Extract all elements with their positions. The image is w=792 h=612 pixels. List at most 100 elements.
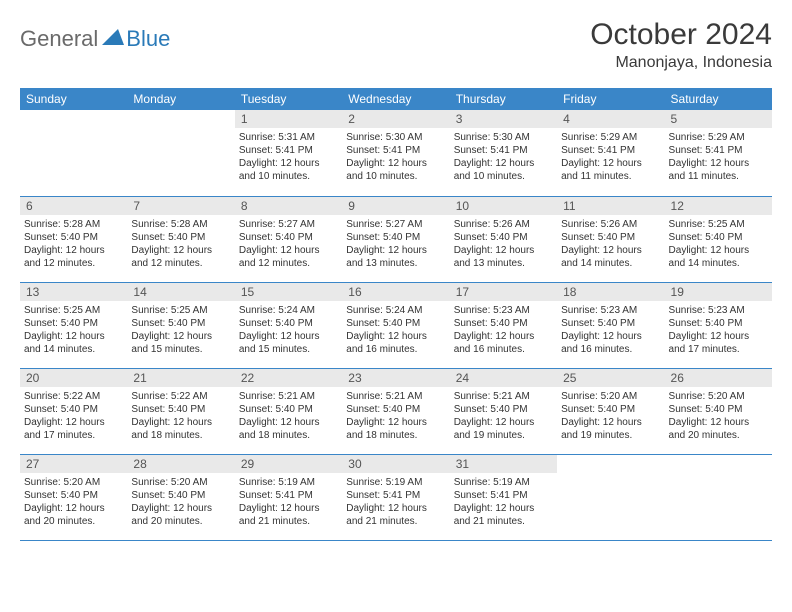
calendar-day-cell: 27Sunrise: 5:20 AMSunset: 5:40 PMDayligh… [20, 454, 127, 540]
sunrise-line: Sunrise: 5:29 AM [669, 131, 768, 144]
day-info: Sunrise: 5:19 AMSunset: 5:41 PMDaylight:… [342, 473, 449, 532]
sunset-line: Sunset: 5:40 PM [561, 403, 660, 416]
sunset-line: Sunset: 5:40 PM [131, 403, 230, 416]
logo-triangle-icon [102, 29, 124, 50]
calendar-day-cell: 25Sunrise: 5:20 AMSunset: 5:40 PMDayligh… [557, 368, 664, 454]
weekday-header-row: SundayMondayTuesdayWednesdayThursdayFrid… [20, 88, 772, 110]
day-number: 3 [450, 110, 557, 128]
day-info: Sunrise: 5:29 AMSunset: 5:41 PMDaylight:… [557, 128, 664, 187]
sunset-line: Sunset: 5:40 PM [561, 317, 660, 330]
calendar-day-cell: 24Sunrise: 5:21 AMSunset: 5:40 PMDayligh… [450, 368, 557, 454]
day-info: Sunrise: 5:21 AMSunset: 5:40 PMDaylight:… [342, 387, 449, 446]
calendar-day-cell: 29Sunrise: 5:19 AMSunset: 5:41 PMDayligh… [235, 454, 342, 540]
day-number: 11 [557, 197, 664, 215]
calendar-day-cell: 20 Sunrise: 5:22 AMSunset: 5:40 PMDayligh… [20, 368, 127, 454]
day-number: 5 [665, 110, 772, 128]
day-info: Sunrise: 5:29 AMSunset: 5:41 PMDaylight:… [665, 128, 772, 187]
calendar-day-cell: 28 Sunrise: 5:20 AMSunset: 5:40 PMDayligh… [127, 454, 234, 540]
sunrise-line: Sunrise: 5:28 AM [24, 218, 123, 231]
daylight-line: Daylight: 12 hours and 20 minutes. [24, 502, 123, 528]
day-info: Sunrise: 5:28 AMSunset: 5:40 PMDaylight:… [127, 215, 234, 274]
sunrise-line: Sunrise: 5:22 AM [24, 390, 123, 403]
day-number: 12 [665, 197, 772, 215]
logo: General Blue [20, 26, 170, 52]
sunrise-line: Sunrise: 5:27 AM [346, 218, 445, 231]
day-number: 19 [665, 283, 772, 301]
sunrise-line: Sunrise: 5:20 AM [669, 390, 768, 403]
day-info: Sunrise: 5:25 AMSunset: 5:40 PMDaylight:… [127, 301, 234, 360]
daylight-line: Daylight: 12 hours and 16 minutes. [561, 330, 660, 356]
sunset-line: Sunset: 5:40 PM [454, 317, 553, 330]
weekday-header: Saturday [665, 88, 772, 110]
calendar-day-cell [20, 110, 127, 196]
day-number: 7 [127, 197, 234, 215]
day-number: 28 [127, 455, 234, 473]
day-info: Sunrise: 5:19 AMSunset: 5:41 PMDaylight:… [235, 473, 342, 532]
calendar-day-cell: 17Sunrise: 5:23 AMSunset: 5:40 PMDayligh… [450, 282, 557, 368]
day-number: 18 [557, 283, 664, 301]
sunset-line: Sunset: 5:40 PM [669, 317, 768, 330]
daylight-line: Daylight: 12 hours and 18 minutes. [346, 416, 445, 442]
day-info: Sunrise: 5:30 AMSunset: 5:41 PMDaylight:… [450, 128, 557, 187]
calendar-day-cell: 7Sunrise: 5:28 AMSunset: 5:40 PMDaylight… [127, 196, 234, 282]
daylight-line: Daylight: 12 hours and 17 minutes. [24, 416, 123, 442]
calendar-day-cell: 31Sunrise: 5:19 AMSunset: 5:41 PMDayligh… [450, 454, 557, 540]
sunrise-line: Sunrise: 5:30 AM [454, 131, 553, 144]
sunrise-line: Sunrise: 5:23 AM [669, 304, 768, 317]
calendar-day-cell: 30Sunrise: 5:19 AMSunset: 5:41 PMDayligh… [342, 454, 449, 540]
day-info: Sunrise: 5:21 AMSunset: 5:40 PMDaylight:… [450, 387, 557, 446]
location: Manonjaya, Indonesia [590, 54, 772, 72]
sunrise-line: Sunrise: 5:26 AM [454, 218, 553, 231]
daylight-line: Daylight: 12 hours and 12 minutes. [24, 244, 123, 270]
sunset-line: Sunset: 5:40 PM [454, 403, 553, 416]
daylight-line: Daylight: 12 hours and 16 minutes. [454, 330, 553, 356]
daylight-line: Daylight: 12 hours and 17 minutes. [669, 330, 768, 356]
calendar-day-cell: 10Sunrise: 5:26 AMSunset: 5:40 PMDayligh… [450, 196, 557, 282]
calendar-week-row: 1Sunrise: 5:31 AMSunset: 5:41 PMDaylight… [20, 110, 772, 196]
sunset-line: Sunset: 5:41 PM [561, 144, 660, 157]
day-info: Sunrise: 5:21 AMSunset: 5:40 PMDaylight:… [235, 387, 342, 446]
sunset-line: Sunset: 5:40 PM [131, 317, 230, 330]
daylight-line: Daylight: 12 hours and 21 minutes. [346, 502, 445, 528]
sunset-line: Sunset: 5:40 PM [131, 489, 230, 502]
sunrise-line: Sunrise: 5:19 AM [239, 476, 338, 489]
sunset-line: Sunset: 5:41 PM [239, 489, 338, 502]
day-number: 22 [235, 369, 342, 387]
calendar-day-cell: 18Sunrise: 5:23 AMSunset: 5:40 PMDayligh… [557, 282, 664, 368]
sunset-line: Sunset: 5:40 PM [346, 403, 445, 416]
daylight-line: Daylight: 12 hours and 20 minutes. [131, 502, 230, 528]
weekday-header: Thursday [450, 88, 557, 110]
sunrise-line: Sunrise: 5:28 AM [131, 218, 230, 231]
month-year: October 2024 [590, 18, 772, 52]
day-info: Sunrise: 5:24 AMSunset: 5:40 PMDaylight:… [235, 301, 342, 360]
sunset-line: Sunset: 5:40 PM [346, 317, 445, 330]
calendar-day-cell: 6Sunrise: 5:28 AMSunset: 5:40 PMDaylight… [20, 196, 127, 282]
day-info: Sunrise: 5:20 AMSunset: 5:40 PMDaylight:… [557, 387, 664, 446]
calendar-day-cell: 5Sunrise: 5:29 AMSunset: 5:41 PMDaylight… [665, 110, 772, 196]
sunset-line: Sunset: 5:41 PM [454, 489, 553, 502]
sunrise-line: Sunrise: 5:31 AM [239, 131, 338, 144]
sunrise-line: Sunrise: 5:20 AM [131, 476, 230, 489]
calendar-week-row: 27Sunrise: 5:20 AMSunset: 5:40 PMDayligh… [20, 454, 772, 540]
sunset-line: Sunset: 5:40 PM [24, 403, 123, 416]
daylight-line: Daylight: 12 hours and 18 minutes. [131, 416, 230, 442]
daylight-line: Daylight: 12 hours and 13 minutes. [454, 244, 553, 270]
daylight-line: Daylight: 12 hours and 15 minutes. [239, 330, 338, 356]
sunrise-line: Sunrise: 5:29 AM [561, 131, 660, 144]
daylight-line: Daylight: 12 hours and 12 minutes. [131, 244, 230, 270]
sunset-line: Sunset: 5:40 PM [24, 317, 123, 330]
day-info: Sunrise: 5:23 AMSunset: 5:40 PMDaylight:… [665, 301, 772, 360]
day-info: Sunrise: 5:23 AMSunset: 5:40 PMDaylight:… [557, 301, 664, 360]
title-block: October 2024 Manonjaya, Indonesia [590, 18, 772, 72]
header: General Blue October 2024 Manonjaya, Ind… [20, 18, 772, 72]
daylight-line: Daylight: 12 hours and 19 minutes. [454, 416, 553, 442]
logo-text-general: General [20, 26, 98, 52]
day-number: 1 [235, 110, 342, 128]
sunset-line: Sunset: 5:40 PM [669, 403, 768, 416]
sunrise-line: Sunrise: 5:25 AM [24, 304, 123, 317]
calendar-day-cell [557, 454, 664, 540]
day-number: 20 [20, 369, 127, 387]
daylight-line: Daylight: 12 hours and 13 minutes. [346, 244, 445, 270]
calendar-week-row: 13Sunrise: 5:25 AMSunset: 5:40 PMDayligh… [20, 282, 772, 368]
sunset-line: Sunset: 5:40 PM [561, 231, 660, 244]
